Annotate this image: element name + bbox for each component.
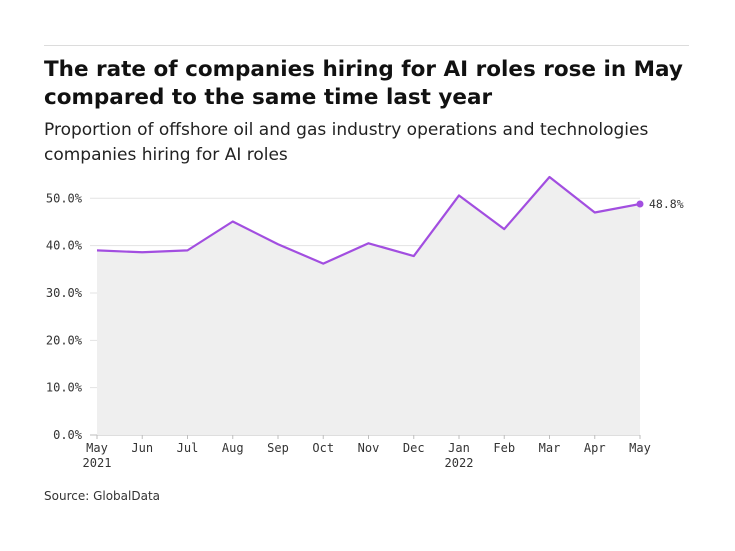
y-tick-label: 30.0% <box>46 286 83 300</box>
end-value-label: 48.8% <box>649 197 684 211</box>
x-tick-label: Apr <box>584 441 606 455</box>
area-shape <box>97 177 640 435</box>
x-year-label: 2021 <box>83 456 112 470</box>
top-divider <box>44 45 689 46</box>
x-tick-label: Jun <box>131 441 153 455</box>
y-tick-label: 0.0% <box>53 428 83 442</box>
x-tick-label: Mar <box>539 441 561 455</box>
area-fill <box>97 177 640 435</box>
x-tick-label: Jul <box>177 441 199 455</box>
x-tick-label: Dec <box>403 441 425 455</box>
y-tick-label: 10.0% <box>46 381 83 395</box>
x-tick-label: Nov <box>358 441 380 455</box>
x-tick-label: Feb <box>493 441 515 455</box>
source-note: Source: GlobalData <box>44 489 161 503</box>
end-point-marker <box>636 200 644 208</box>
x-year-label: 2022 <box>445 456 474 470</box>
x-tick-label: Jan <box>448 441 470 455</box>
y-tick-label: 40.0% <box>46 239 83 253</box>
series-line <box>96 175 641 265</box>
x-tick-label: May <box>86 441 108 455</box>
line-chart: 0.0%10.0%20.0%30.0%40.0%50.0% May2021Jun… <box>46 175 684 470</box>
x-tick-label: Aug <box>222 441 244 455</box>
chart-title: The rate of companies hiring for AI role… <box>44 57 683 110</box>
series-polyline <box>96 175 641 265</box>
x-tick-label: Oct <box>312 441 334 455</box>
y-tick-label: 20.0% <box>46 333 83 347</box>
y-tick-label: 50.0% <box>46 191 83 205</box>
chart-subtitle: Proportion of offshore oil and gas indus… <box>44 120 649 165</box>
x-tick-label: Sep <box>267 441 289 455</box>
y-axis: 0.0% 10.0% 20.0% 30.0% 40.0% 50.0% <box>46 191 83 442</box>
x-tick-label: May <box>629 441 651 455</box>
data-labels: 48.8% <box>636 197 684 211</box>
